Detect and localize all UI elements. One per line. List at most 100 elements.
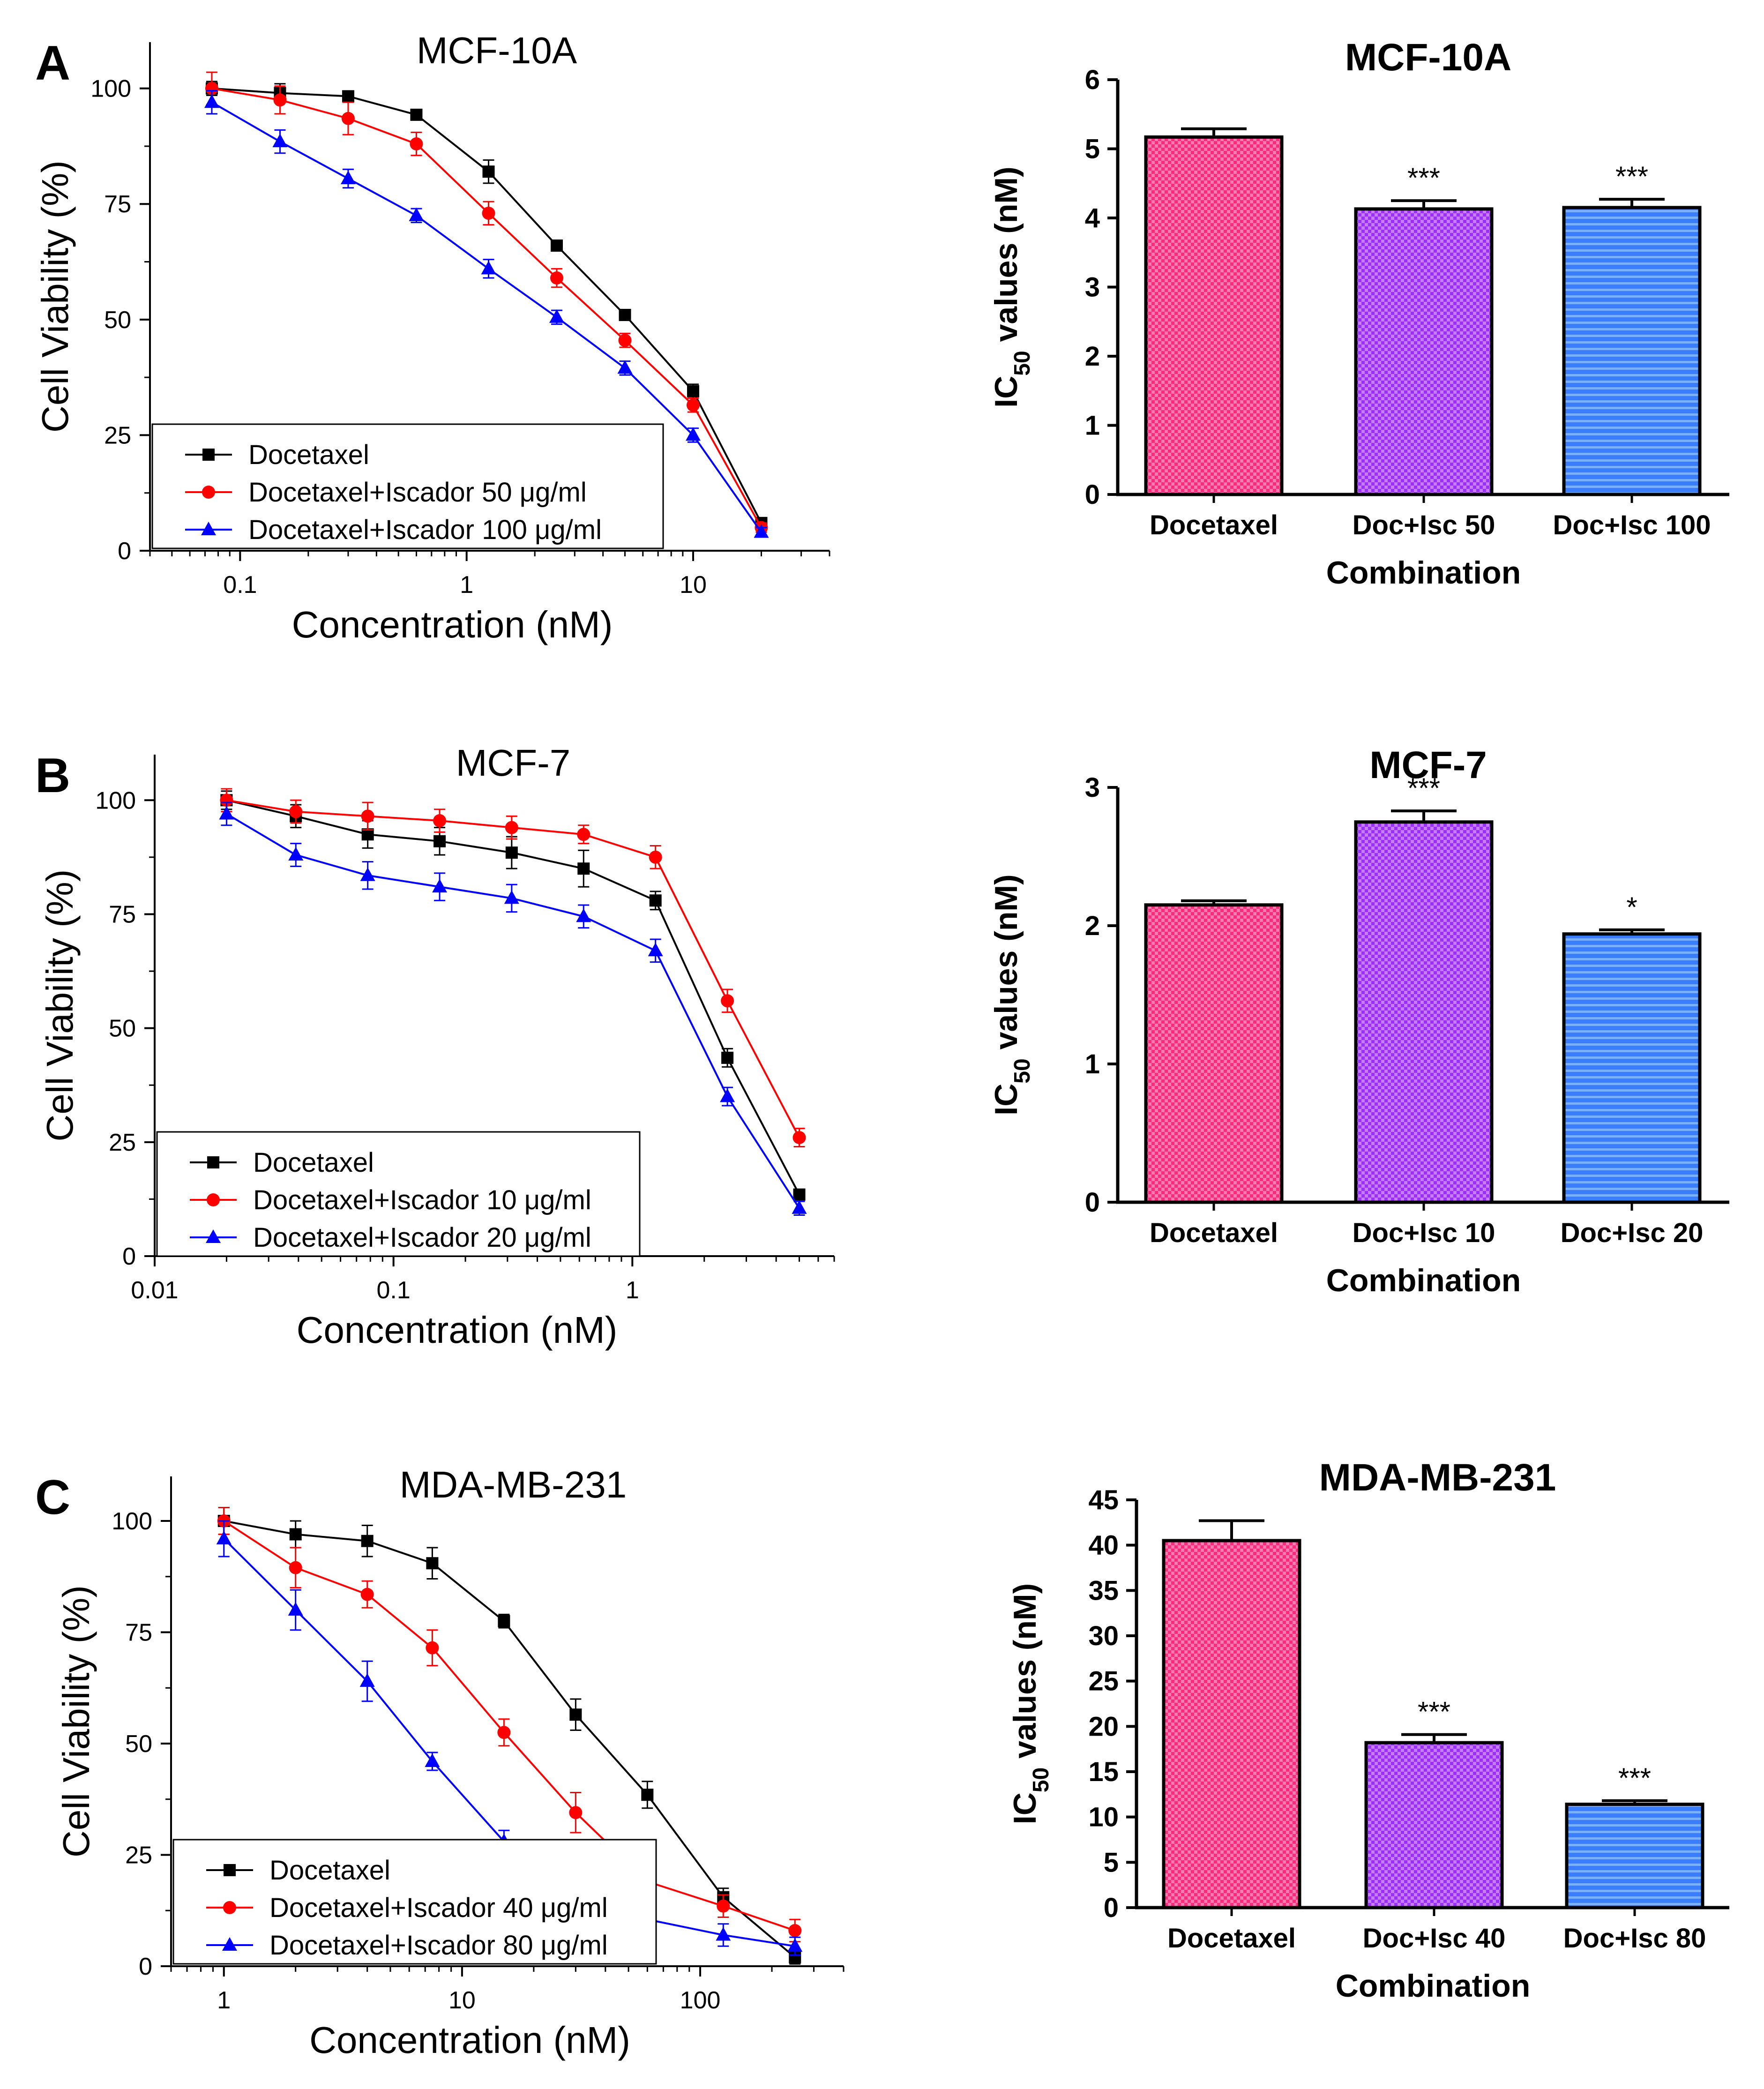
data-point xyxy=(721,1051,734,1064)
x-axis-label: Concentration (nM) xyxy=(297,1309,618,1351)
legend-swatch-marker xyxy=(222,1937,237,1951)
y-tick-label: 75 xyxy=(109,901,136,928)
chart-title: MCF-10A xyxy=(1345,36,1511,79)
data-point xyxy=(649,850,662,864)
data-point xyxy=(617,360,633,374)
category-label: Doc+Isc 80 xyxy=(1563,1923,1706,1954)
y-tick-label: 25 xyxy=(1088,1666,1119,1697)
data-point xyxy=(410,137,423,150)
data-point xyxy=(273,93,287,107)
y-axis-label-part: IC xyxy=(988,1084,1024,1116)
data-point xyxy=(425,1753,440,1767)
x-tick-label: 0.01 xyxy=(131,1277,178,1304)
panel-title: MCF-10A xyxy=(417,30,577,71)
chart-title: MCF-7 xyxy=(1369,744,1487,786)
y-tick-label: 25 xyxy=(125,1842,152,1869)
category-label: Docetaxel xyxy=(1167,1923,1296,1954)
y-tick-label: 0 xyxy=(118,538,131,565)
y-tick-label: 5 xyxy=(1104,1847,1119,1878)
data-point xyxy=(505,821,518,834)
data-point xyxy=(220,794,233,807)
bar xyxy=(1565,1803,1704,1909)
y-tick-label: 25 xyxy=(109,1129,136,1156)
series-2 xyxy=(219,801,807,1216)
significance-marker: * xyxy=(1626,891,1637,923)
legend: Docetaxel Docetaxel+Iscador 10 μg/ml Docet… xyxy=(156,1131,641,1257)
data-point xyxy=(576,908,591,922)
significance-marker: *** xyxy=(1618,1762,1651,1794)
line-panel-B: 0 25 50 75 100 0.01 0.1 1 Concentration (nM) Cell… xyxy=(35,742,835,1351)
bar xyxy=(1562,932,1702,1204)
data-point xyxy=(549,309,565,323)
y-tick-label: 5 xyxy=(1085,134,1100,165)
x-tick-label: 10 xyxy=(448,1987,476,2014)
panel-title: MCF-7 xyxy=(456,742,570,784)
significance-marker: *** xyxy=(1407,162,1440,194)
data-point xyxy=(792,1200,807,1214)
category-label: Doc+Isc 40 xyxy=(1363,1923,1506,1954)
x-tick-label: 100 xyxy=(680,1987,721,2014)
data-point xyxy=(721,994,734,1008)
y-tick-label: 30 xyxy=(1088,1621,1119,1651)
y-tick-label: 35 xyxy=(1088,1575,1119,1606)
y-tick-label: 0 xyxy=(139,1953,152,1980)
y-tick-label: 75 xyxy=(125,1619,152,1647)
category-label: Docetaxel xyxy=(1150,1218,1278,1248)
y-axis-label: IC50 values (nM) xyxy=(988,166,1035,407)
x-tick-label: 0.1 xyxy=(377,1277,411,1304)
data-point xyxy=(360,1587,374,1601)
y-tick-label: 1 xyxy=(1085,411,1100,441)
y-tick-label: 4 xyxy=(1085,203,1100,233)
data-point xyxy=(504,890,519,904)
data-point xyxy=(482,206,495,220)
legend-label: Docetaxel+Iscador 100 μg/ml xyxy=(248,515,602,545)
legend-swatch-marker xyxy=(207,1193,220,1206)
legend-swatch-marker xyxy=(207,1156,219,1168)
data-point xyxy=(497,1726,511,1739)
y-tick-label: 50 xyxy=(104,307,131,334)
significance-marker: *** xyxy=(1418,1696,1450,1728)
data-point xyxy=(340,170,356,184)
bar xyxy=(1354,820,1494,1204)
y-tick-label: 100 xyxy=(90,75,131,103)
y-tick-label: 2 xyxy=(1085,341,1100,372)
y-tick-label: 2 xyxy=(1085,911,1100,941)
data-point xyxy=(687,385,700,397)
data-point xyxy=(505,846,518,859)
y-tick-label: 100 xyxy=(112,1508,152,1535)
panel-label: B xyxy=(35,749,70,803)
data-point xyxy=(618,334,632,347)
data-point xyxy=(204,94,219,108)
panel-title: MDA-MB-231 xyxy=(400,1464,627,1505)
data-point xyxy=(426,1557,439,1570)
data-point xyxy=(648,943,663,957)
data-point xyxy=(716,1927,731,1941)
legend-swatch-marker xyxy=(202,449,215,461)
y-axis-label-subscript: 50 xyxy=(1010,351,1035,375)
legend-label: Docetaxel xyxy=(253,1147,374,1178)
data-point xyxy=(289,805,303,818)
bar xyxy=(1162,1539,1301,1909)
data-point xyxy=(289,1528,302,1541)
data-point xyxy=(288,1602,303,1616)
y-axis-label: Cell Viability (%) xyxy=(39,869,81,1142)
legend-swatch-marker xyxy=(223,1901,236,1914)
y-tick-label: 25 xyxy=(104,422,131,449)
data-point xyxy=(219,806,234,820)
y-tick-label: 0 xyxy=(1085,1187,1100,1218)
data-point xyxy=(577,828,590,841)
y-tick-label: 0 xyxy=(122,1243,136,1270)
y-tick-label: 6 xyxy=(1085,65,1100,95)
x-tick-label: 1 xyxy=(460,571,473,599)
data-point xyxy=(482,165,495,178)
y-tick-label: 75 xyxy=(104,191,131,218)
line-panel-A: 0 25 50 75 100 0.1 1 10 Concentration (nM) Cell V… xyxy=(34,30,830,645)
data-point xyxy=(216,1531,232,1544)
x-axis-label: Combination xyxy=(1326,555,1521,591)
y-tick-label: 3 xyxy=(1085,272,1100,303)
data-point xyxy=(787,1938,803,1952)
data-point xyxy=(426,1641,439,1655)
bar-panel-3: 0 5 10 15 20 25 30 35 40 45 Docetaxel Doc+Isc 40 ***… xyxy=(1007,1456,1729,2004)
data-point xyxy=(481,261,496,275)
legend-box xyxy=(151,423,664,549)
